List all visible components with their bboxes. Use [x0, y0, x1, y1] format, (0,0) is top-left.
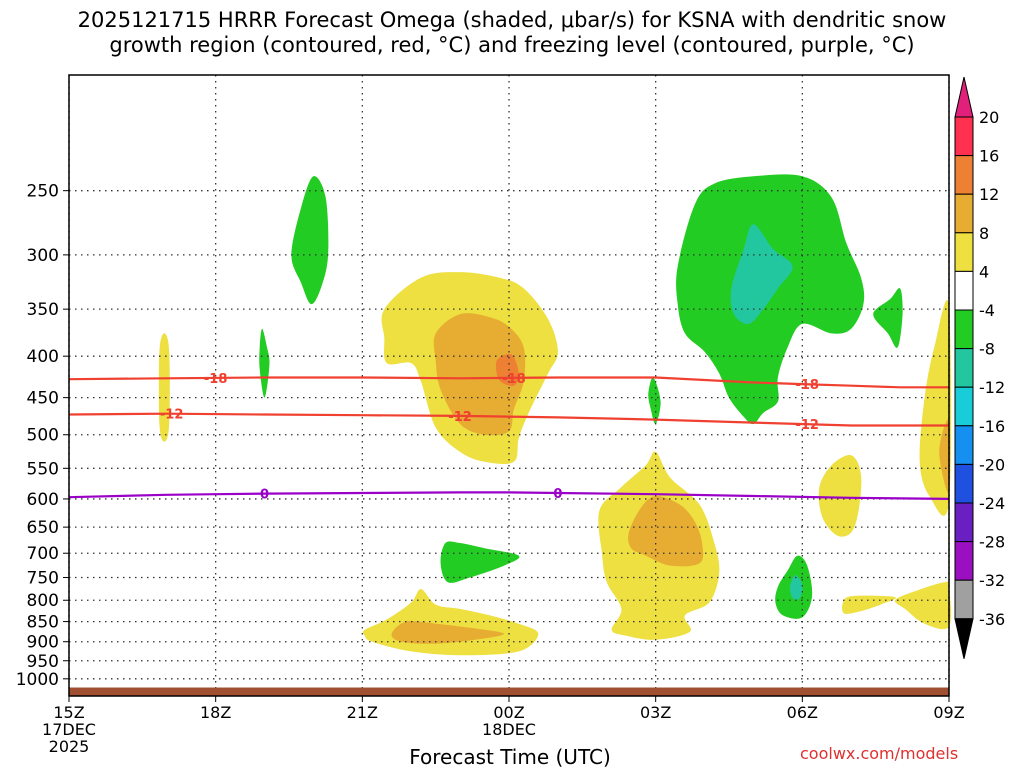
y-tick-label: 400 — [27, 347, 59, 367]
colorbar-label: 20 — [979, 108, 999, 127]
y-tick-label: 300 — [27, 246, 59, 266]
colorbar-label: -16 — [979, 417, 1005, 436]
colorbar-label: -28 — [979, 533, 1005, 552]
contours: -18 -18 -18 -12 -12 -12 0 0 — [68, 372, 950, 503]
y-tick-label: 850 — [27, 613, 59, 633]
snow-growth-18C-line — [68, 376, 949, 389]
colorbar-label: -4 — [979, 301, 995, 320]
y-tick-label: 900 — [27, 633, 59, 653]
colorbar-swatch — [954, 541, 974, 581]
omega-minus4-blob-d — [648, 377, 661, 425]
omega-shading — [158, 174, 952, 656]
y-tick-label: 350 — [27, 300, 59, 320]
freezing-level-label: 0 — [553, 487, 562, 502]
freezing-level-label: 0 — [260, 488, 269, 503]
y-tick-label: 650 — [27, 518, 59, 538]
colorbar-label: -24 — [979, 494, 1005, 513]
colorbar-swatch — [954, 232, 974, 272]
omega-minus4-blob-b — [259, 328, 270, 398]
y-tick-label: 750 — [27, 569, 59, 589]
colorbar-swatch — [954, 116, 974, 157]
x-axis-label: Forecast Time (UTC) — [409, 745, 611, 769]
chart-title-line1: 2025121715 HRRR Forecast Omega (shaded, … — [77, 8, 947, 32]
y-tick-label: 500 — [27, 426, 59, 446]
ground-surface — [69, 687, 949, 696]
colorbar-label: 4 — [979, 262, 989, 281]
y-tick-label: 450 — [27, 389, 59, 409]
x-tick-label: 15Z — [53, 703, 84, 722]
colorbar-label: -12 — [979, 378, 1005, 397]
colorbar-top-arrow — [954, 76, 974, 118]
colorbar-swatch — [954, 502, 974, 543]
x-tick-label: 2025 — [49, 737, 90, 756]
omega-plus8-right-lower — [628, 495, 704, 567]
omega-minus4-small-right — [873, 287, 903, 348]
x-tick-label: 03Z — [640, 703, 671, 722]
omega-plus4-left-strip — [158, 333, 170, 442]
colorbar-label: -36 — [979, 610, 1005, 629]
x-tick-label: 18Z — [200, 703, 231, 722]
omega-minus8-large — [730, 224, 793, 325]
snow-growth-18C-label: -18 — [204, 372, 228, 387]
omega-plus8-center-lower — [391, 621, 505, 644]
x-tick-label: 06Z — [787, 703, 818, 722]
colorbar: 20 16 12 8 4 -4 -8 -12 -16 -20 -24 -28 -32 -36 — [954, 76, 1005, 659]
y-tick-label: 950 — [27, 652, 59, 672]
colorbar-label: -8 — [979, 340, 995, 359]
colorbar-swatch — [954, 193, 974, 234]
colorbar-label: -20 — [979, 455, 1005, 474]
colorbar-swatch — [954, 579, 974, 620]
y-tick-label: 600 — [27, 490, 59, 510]
x-tick-label: 00Z — [493, 703, 524, 722]
snow-growth-18C-label: -18 — [795, 378, 819, 393]
colorbar-label: 16 — [979, 147, 999, 166]
colorbar-label: 12 — [979, 185, 999, 204]
y-tick-label: 250 — [27, 182, 59, 202]
snow-growth-12C-label: -12 — [160, 408, 184, 423]
snow-growth-18C-label: -18 — [502, 372, 526, 387]
omega-plus4-far-right-mid — [894, 581, 952, 630]
freezing-level-line — [68, 491, 950, 500]
snow-growth-12C-label: -12 — [795, 418, 819, 433]
chart-title-line2: growth region (contoured, red, °C) and f… — [109, 33, 915, 57]
snow-growth-12C-line — [68, 412, 949, 427]
x-tick-label: 21Z — [347, 703, 378, 722]
omega-minus4-blob-c — [440, 541, 520, 583]
x-tick-label: 18DEC — [482, 720, 536, 739]
colorbar-swatch — [954, 309, 974, 350]
omega-minus4-blob-a — [291, 176, 329, 305]
y-axis: 2503003504004505005506006507007508008509… — [16, 182, 69, 690]
omega-plus4-far-right-upper — [818, 455, 862, 537]
colorbar-label: -32 — [979, 571, 1005, 590]
colorbar-swatch — [954, 463, 974, 504]
colorbar-swatch — [954, 425, 974, 465]
colorbar-label: 8 — [979, 224, 989, 243]
y-tick-label: 800 — [27, 591, 59, 611]
x-tick-label: 17DEC — [42, 720, 96, 739]
credit-text: coolwx.com/models — [800, 744, 959, 763]
omega-plus8-right-edge — [939, 419, 951, 494]
snow-growth-12C-label: -12 — [448, 410, 472, 425]
ground-fill — [69, 687, 949, 696]
omega-plus8-center-upper — [433, 313, 526, 436]
colorbar-swatch — [954, 155, 974, 195]
colorbar-swatch — [954, 386, 974, 427]
y-tick-label: 550 — [27, 459, 59, 479]
y-tick-label: 700 — [27, 544, 59, 564]
colorbar-bottom-arrow — [954, 618, 974, 659]
y-tick-label: 1000 — [16, 670, 59, 690]
colorbar-swatch — [954, 270, 974, 311]
colorbar-swatch — [954, 348, 974, 388]
x-tick-label: 09Z — [933, 703, 964, 722]
omega-minus8-lower-mid — [790, 575, 803, 600]
